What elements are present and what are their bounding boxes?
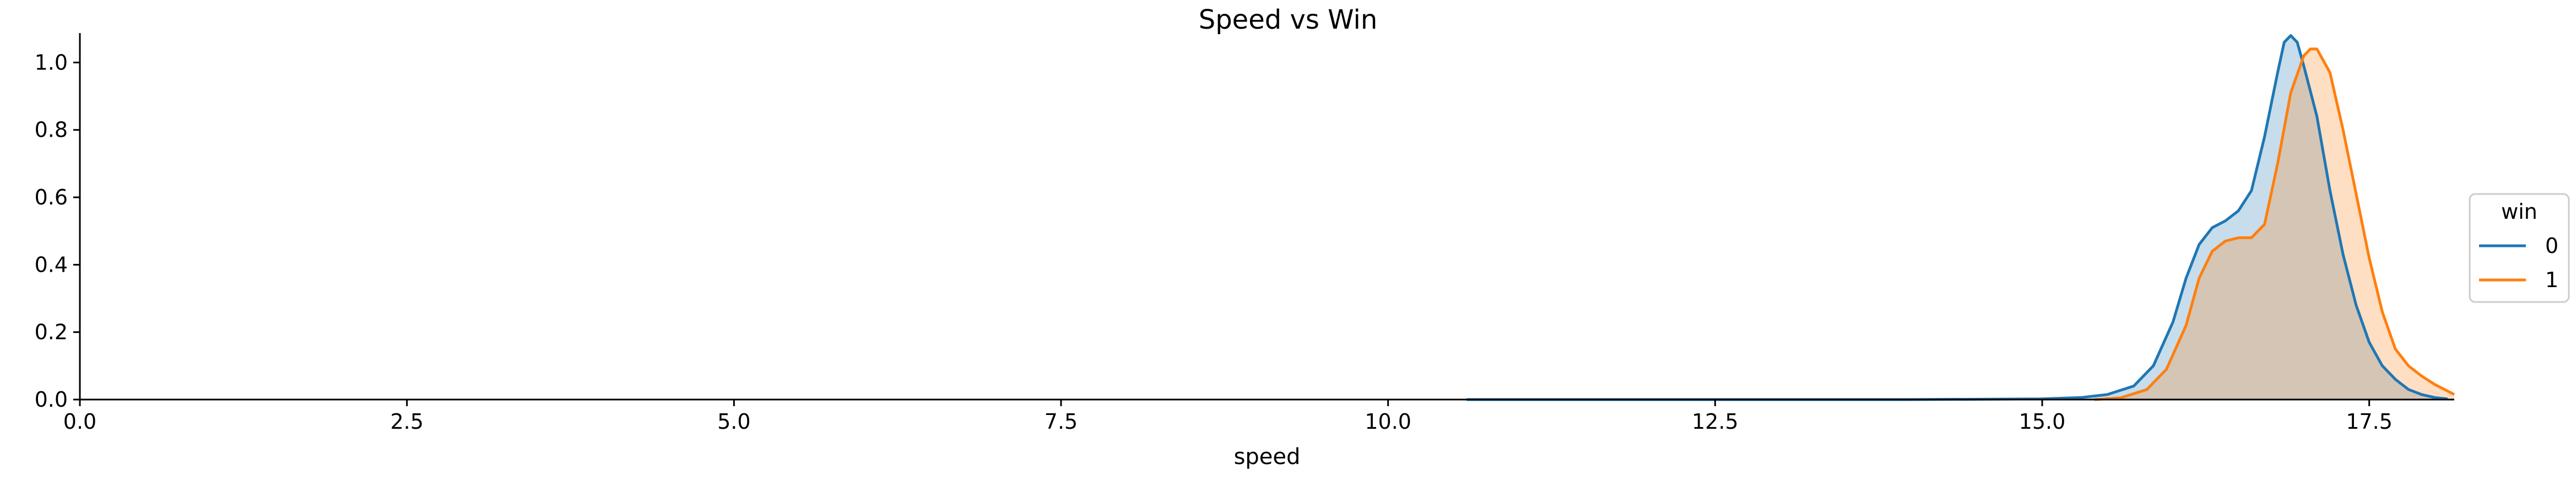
y-tick-label: 0.4: [35, 252, 68, 277]
density-area-series-1: [2095, 48, 2454, 400]
x-tick-label: 17.5: [2346, 409, 2393, 434]
legend: win 01: [2469, 193, 2570, 303]
chart-title: Speed vs Win: [1199, 4, 1378, 35]
x-tick-label: 10.0: [1365, 409, 1411, 434]
x-tick-label: 2.5: [390, 409, 423, 434]
y-ticks: 0.0 0.2 0.4 0.6 0.8 1.0: [35, 50, 80, 412]
legend-label-series-0: 0: [2545, 234, 2558, 258]
y-tick-label: 0.2: [35, 320, 68, 344]
x-axis-label: speed: [1234, 444, 1301, 470]
y-tick-label: 0.8: [35, 118, 68, 142]
legend-frame: [2469, 193, 2570, 303]
x-tick-label: 7.5: [1045, 409, 1078, 434]
x-tick-label: 0.0: [63, 409, 96, 434]
x-tick-label: 15.0: [2019, 409, 2066, 434]
y-tick-label: 0.0: [35, 387, 68, 412]
density-line-series-0: [1466, 34, 2448, 401]
x-tick-label: 5.0: [717, 409, 750, 434]
legend-title: win: [2501, 200, 2537, 224]
legend-entries: 01: [2479, 234, 2558, 292]
density-area-series-0: [1466, 35, 2448, 400]
density-line-series-1: [2094, 47, 2455, 401]
density-lines: [1466, 34, 2455, 401]
density-fills: [1466, 35, 2454, 400]
x-ticks: 0.0 2.5 5.0 7.5 10.0 12.5 15.0 17.5: [63, 400, 2393, 434]
axes: [79, 33, 2454, 401]
y-tick-label: 1.0: [35, 50, 68, 74]
x-tick-label: 12.5: [1692, 409, 1739, 434]
y-tick-label: 0.6: [35, 185, 68, 209]
legend-label-series-1: 1: [2545, 268, 2558, 292]
